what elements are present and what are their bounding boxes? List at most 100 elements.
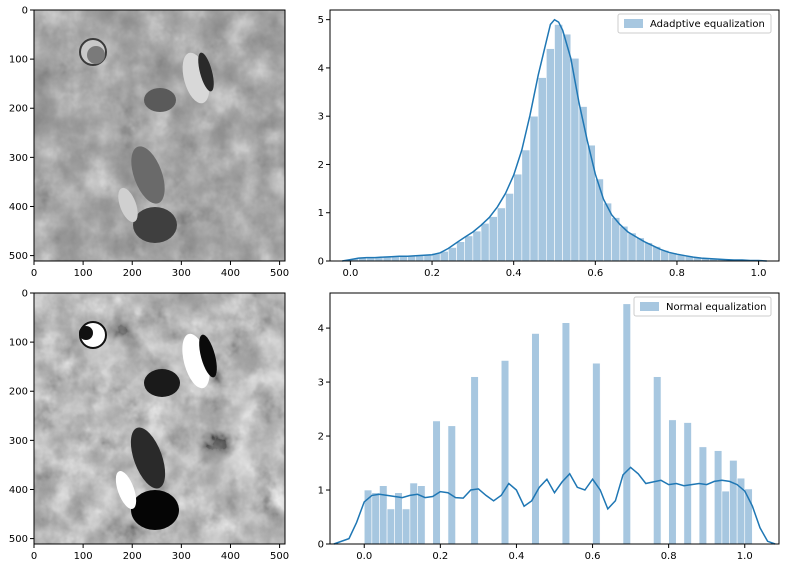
- histogram-bar: [592, 362, 601, 545]
- histogram-bar: [513, 173, 523, 262]
- x-tick-label: 0.8: [661, 551, 677, 562]
- y-tick-label: 4: [318, 324, 324, 335]
- x-tick-label: 0.2: [424, 268, 440, 279]
- x-tick-label: 1.0: [737, 551, 753, 562]
- x-tick-label: 200: [123, 551, 142, 562]
- x-tick-label: 0: [31, 551, 37, 562]
- histogram-bar: [505, 193, 514, 262]
- histogram-panel-normal: 0.0 0.2 0.4 0.6 0.8 1.0 0 1 2 3 4 Normal equalizat…: [318, 292, 780, 562]
- moon-image-adaptive: [34, 10, 285, 261]
- x-tick-label: 0.0: [342, 268, 358, 279]
- x-tick-label: 300: [172, 551, 191, 562]
- histogram-bar: [531, 333, 540, 545]
- histogram-panel-adaptive: 0.0 0.2 0.4 0.6 0.8 1.0 0 1 2 3 4 5 Adadptive equal…: [318, 9, 780, 279]
- y-tick-label: 300: [9, 436, 28, 447]
- histogram-bar: [714, 450, 723, 545]
- histogram-bar: [561, 322, 571, 545]
- histogram-bar: [554, 24, 563, 262]
- y-tick-label: 2: [318, 432, 324, 443]
- y-tick-label: 300: [9, 153, 28, 164]
- moon-image-normal: [34, 293, 285, 544]
- histogram-bar: [401, 508, 411, 545]
- histogram-bar: [537, 77, 547, 262]
- y-tick-label: 400: [9, 485, 28, 496]
- axes-frame-normal: [329, 292, 780, 545]
- legend-swatch: [624, 19, 643, 28]
- histogram-bar: [394, 492, 403, 545]
- histogram-bar: [488, 216, 498, 262]
- histogram-bar: [497, 207, 506, 262]
- x-tick-label: 1.0: [751, 268, 767, 279]
- histogram-bar: [432, 420, 441, 545]
- histogram-bar: [721, 490, 730, 545]
- y-tick-label: 100: [9, 55, 28, 66]
- histogram-bar: [683, 422, 692, 545]
- histogram-bar: [611, 217, 621, 262]
- y-tick-label: 3: [318, 378, 324, 389]
- x-tick-label: 100: [74, 268, 93, 279]
- y-tick-label: 1: [318, 208, 324, 219]
- histogram-plot-adaptive: 0.0 0.2 0.4 0.6 0.8 1.0 0 1 2 3 4 5: [318, 15, 767, 279]
- kde-line: [342, 18, 767, 262]
- histogram-bar: [578, 106, 588, 262]
- legend-box: [617, 13, 772, 34]
- y-tick-label: 2: [318, 160, 324, 171]
- image-frame-normal: [33, 292, 286, 545]
- x-tick-label: 0.6: [587, 268, 603, 279]
- y-tick-label: 500: [9, 534, 28, 545]
- y-tick-label: 500: [9, 251, 28, 262]
- histogram-bar: [595, 178, 604, 262]
- y-tick-label: 0: [22, 6, 28, 17]
- x-tick-label: 0: [31, 268, 37, 279]
- histogram-bar: [464, 235, 474, 262]
- y-tick-label: 0: [318, 540, 324, 551]
- x-tick-label: 500: [270, 551, 289, 562]
- histogram-bar: [386, 508, 395, 545]
- y-tick-label: 200: [9, 104, 28, 115]
- histogram-bar: [456, 241, 466, 262]
- histogram-bar: [653, 376, 662, 545]
- histogram-bar: [586, 144, 596, 262]
- x-tick-label: 200: [123, 268, 142, 279]
- x-tick-label: 500: [270, 268, 289, 279]
- y-tick-label: 4: [318, 63, 324, 74]
- x-tick-label: 300: [172, 268, 191, 279]
- histogram-bar: [529, 115, 539, 262]
- histogram-bar: [622, 303, 631, 545]
- kde-line: [333, 466, 776, 545]
- y-tick-label: 0: [22, 289, 28, 300]
- legend-swatch: [640, 302, 659, 311]
- y-tick-label: 5: [318, 15, 324, 26]
- histogram-bar: [729, 460, 738, 545]
- legend-label-adaptive: Adadptive equalization: [650, 19, 765, 30]
- x-tick-label: 400: [221, 268, 240, 279]
- y-tick-label: 0: [318, 257, 324, 268]
- histogram-bar: [627, 232, 637, 262]
- histogram-bar: [472, 230, 482, 262]
- x-tick-label: 100: [74, 551, 93, 562]
- legend-box: [633, 296, 772, 317]
- image-frame-adaptive: [33, 9, 286, 262]
- x-tick-label: 0.0: [356, 551, 372, 562]
- y-tick-label: 100: [9, 338, 28, 349]
- x-tick-label: 0.4: [508, 551, 524, 562]
- histogram-bar: [371, 492, 380, 545]
- histogram-bar: [409, 482, 418, 545]
- y-tick-label: 1: [318, 486, 324, 497]
- legend-normal: Normal equalization: [633, 296, 772, 317]
- x-tick-label: 0.6: [585, 551, 601, 562]
- histogram-bar: [448, 247, 457, 262]
- histogram-bar: [480, 223, 490, 262]
- histogram-bar: [500, 360, 510, 545]
- histogram-bar: [570, 57, 580, 262]
- y-tick-label: 400: [9, 202, 28, 213]
- histogram-bar: [546, 48, 555, 262]
- y-tick-label: 3: [318, 112, 324, 123]
- histogram-bar: [698, 446, 708, 545]
- histogram-bar: [447, 425, 456, 545]
